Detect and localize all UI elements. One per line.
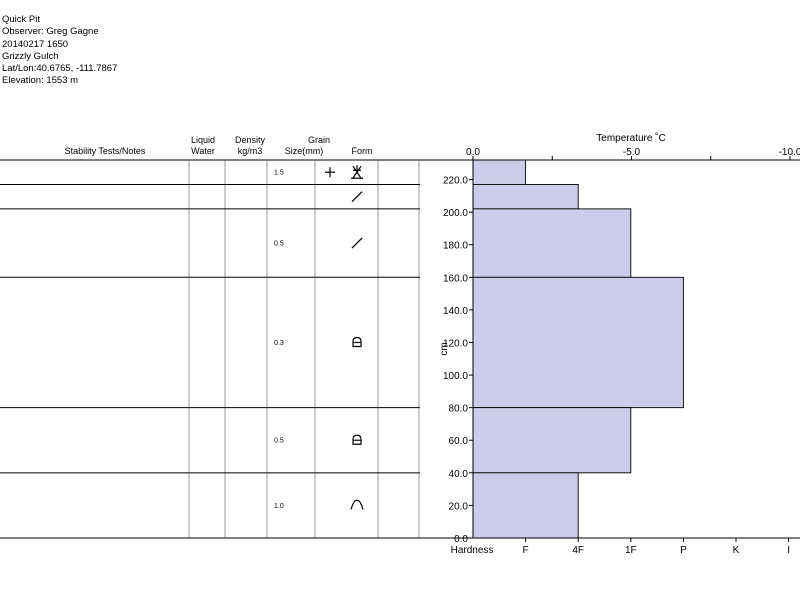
hardness-bar xyxy=(472,472,579,539)
hardness-bar xyxy=(472,183,579,210)
slash-icon xyxy=(351,191,363,203)
col-header-density: Density kg/m3 xyxy=(234,135,265,156)
header-line: Observer: Greg Gagne xyxy=(2,26,99,38)
hardness-bar xyxy=(472,276,684,409)
y-tick-label: 0.0 xyxy=(454,534,468,545)
temperature-axis-title: Temperature ˚C xyxy=(596,132,665,144)
y-tick-label: 220.0 xyxy=(443,176,468,187)
header-line: Grizzly Gulch xyxy=(2,50,59,62)
depth-hoar-icon xyxy=(350,499,364,510)
header-line: Quick Pit xyxy=(2,14,41,25)
temperature-tick-label: -10.0 xyxy=(779,147,800,158)
col-header-stability: Stability Tests/Notes xyxy=(64,146,146,156)
col-header-liquid: Liquid Water xyxy=(190,135,216,156)
grain-size-value: 0.3 xyxy=(274,340,284,347)
y-tick-label: 160.0 xyxy=(443,273,468,284)
y-tick-label: 80.0 xyxy=(449,404,469,415)
header-line: Elevation: 1553 m xyxy=(2,75,79,87)
temperature-tick-label: 0.0 xyxy=(466,147,480,158)
y-tick-label: 200.0 xyxy=(443,208,468,219)
y-tick-label: 180.0 xyxy=(443,241,468,252)
hardness-tick-label: F xyxy=(523,545,529,556)
hardness-tick-label: 1F xyxy=(625,545,637,556)
grain-size-value: 1.0 xyxy=(274,503,284,510)
header-line: 20140217 1650 xyxy=(2,38,69,50)
grain-size-value: 0.5 xyxy=(274,241,284,248)
surface-hoar-icon xyxy=(351,165,363,179)
y-tick-label: 20.0 xyxy=(449,501,469,512)
y-tick-label: 40.0 xyxy=(449,469,469,480)
hardness-bar xyxy=(472,159,527,185)
header-line: Lat/Lon:40.6765, -111.7867 xyxy=(2,63,118,75)
facet-icon xyxy=(352,434,362,445)
col-header-grain: Grain Size(mm) xyxy=(284,135,330,156)
y-tick-label: 140.0 xyxy=(443,306,468,317)
hardness-axis-label: Hardness xyxy=(451,545,494,556)
facet-icon xyxy=(352,336,362,348)
grain-size-value: 0.5 xyxy=(274,438,284,445)
hardness-bar xyxy=(472,407,632,474)
hardness-tick-label: K xyxy=(733,545,740,556)
hardness-tick-label: P xyxy=(680,545,687,556)
y-axis-label: cm xyxy=(439,342,450,355)
y-tick-label: 120.0 xyxy=(443,338,468,349)
col-header-form: Form xyxy=(351,146,373,156)
plus-icon xyxy=(325,167,335,178)
slash-icon xyxy=(351,237,363,249)
hardness-tick-label: 4F xyxy=(572,545,584,556)
temperature-tick-label: -5.0 xyxy=(623,147,641,158)
y-tick-label: 60.0 xyxy=(449,436,469,447)
grain-size-value: 1.5 xyxy=(274,170,284,177)
pit-header: Quick Pit Observer: Greg Gagne 20140217 … xyxy=(2,14,117,88)
hardness-tick-label: I xyxy=(787,545,790,556)
hardness-bar xyxy=(472,208,632,278)
y-tick-label: 100.0 xyxy=(443,371,468,382)
